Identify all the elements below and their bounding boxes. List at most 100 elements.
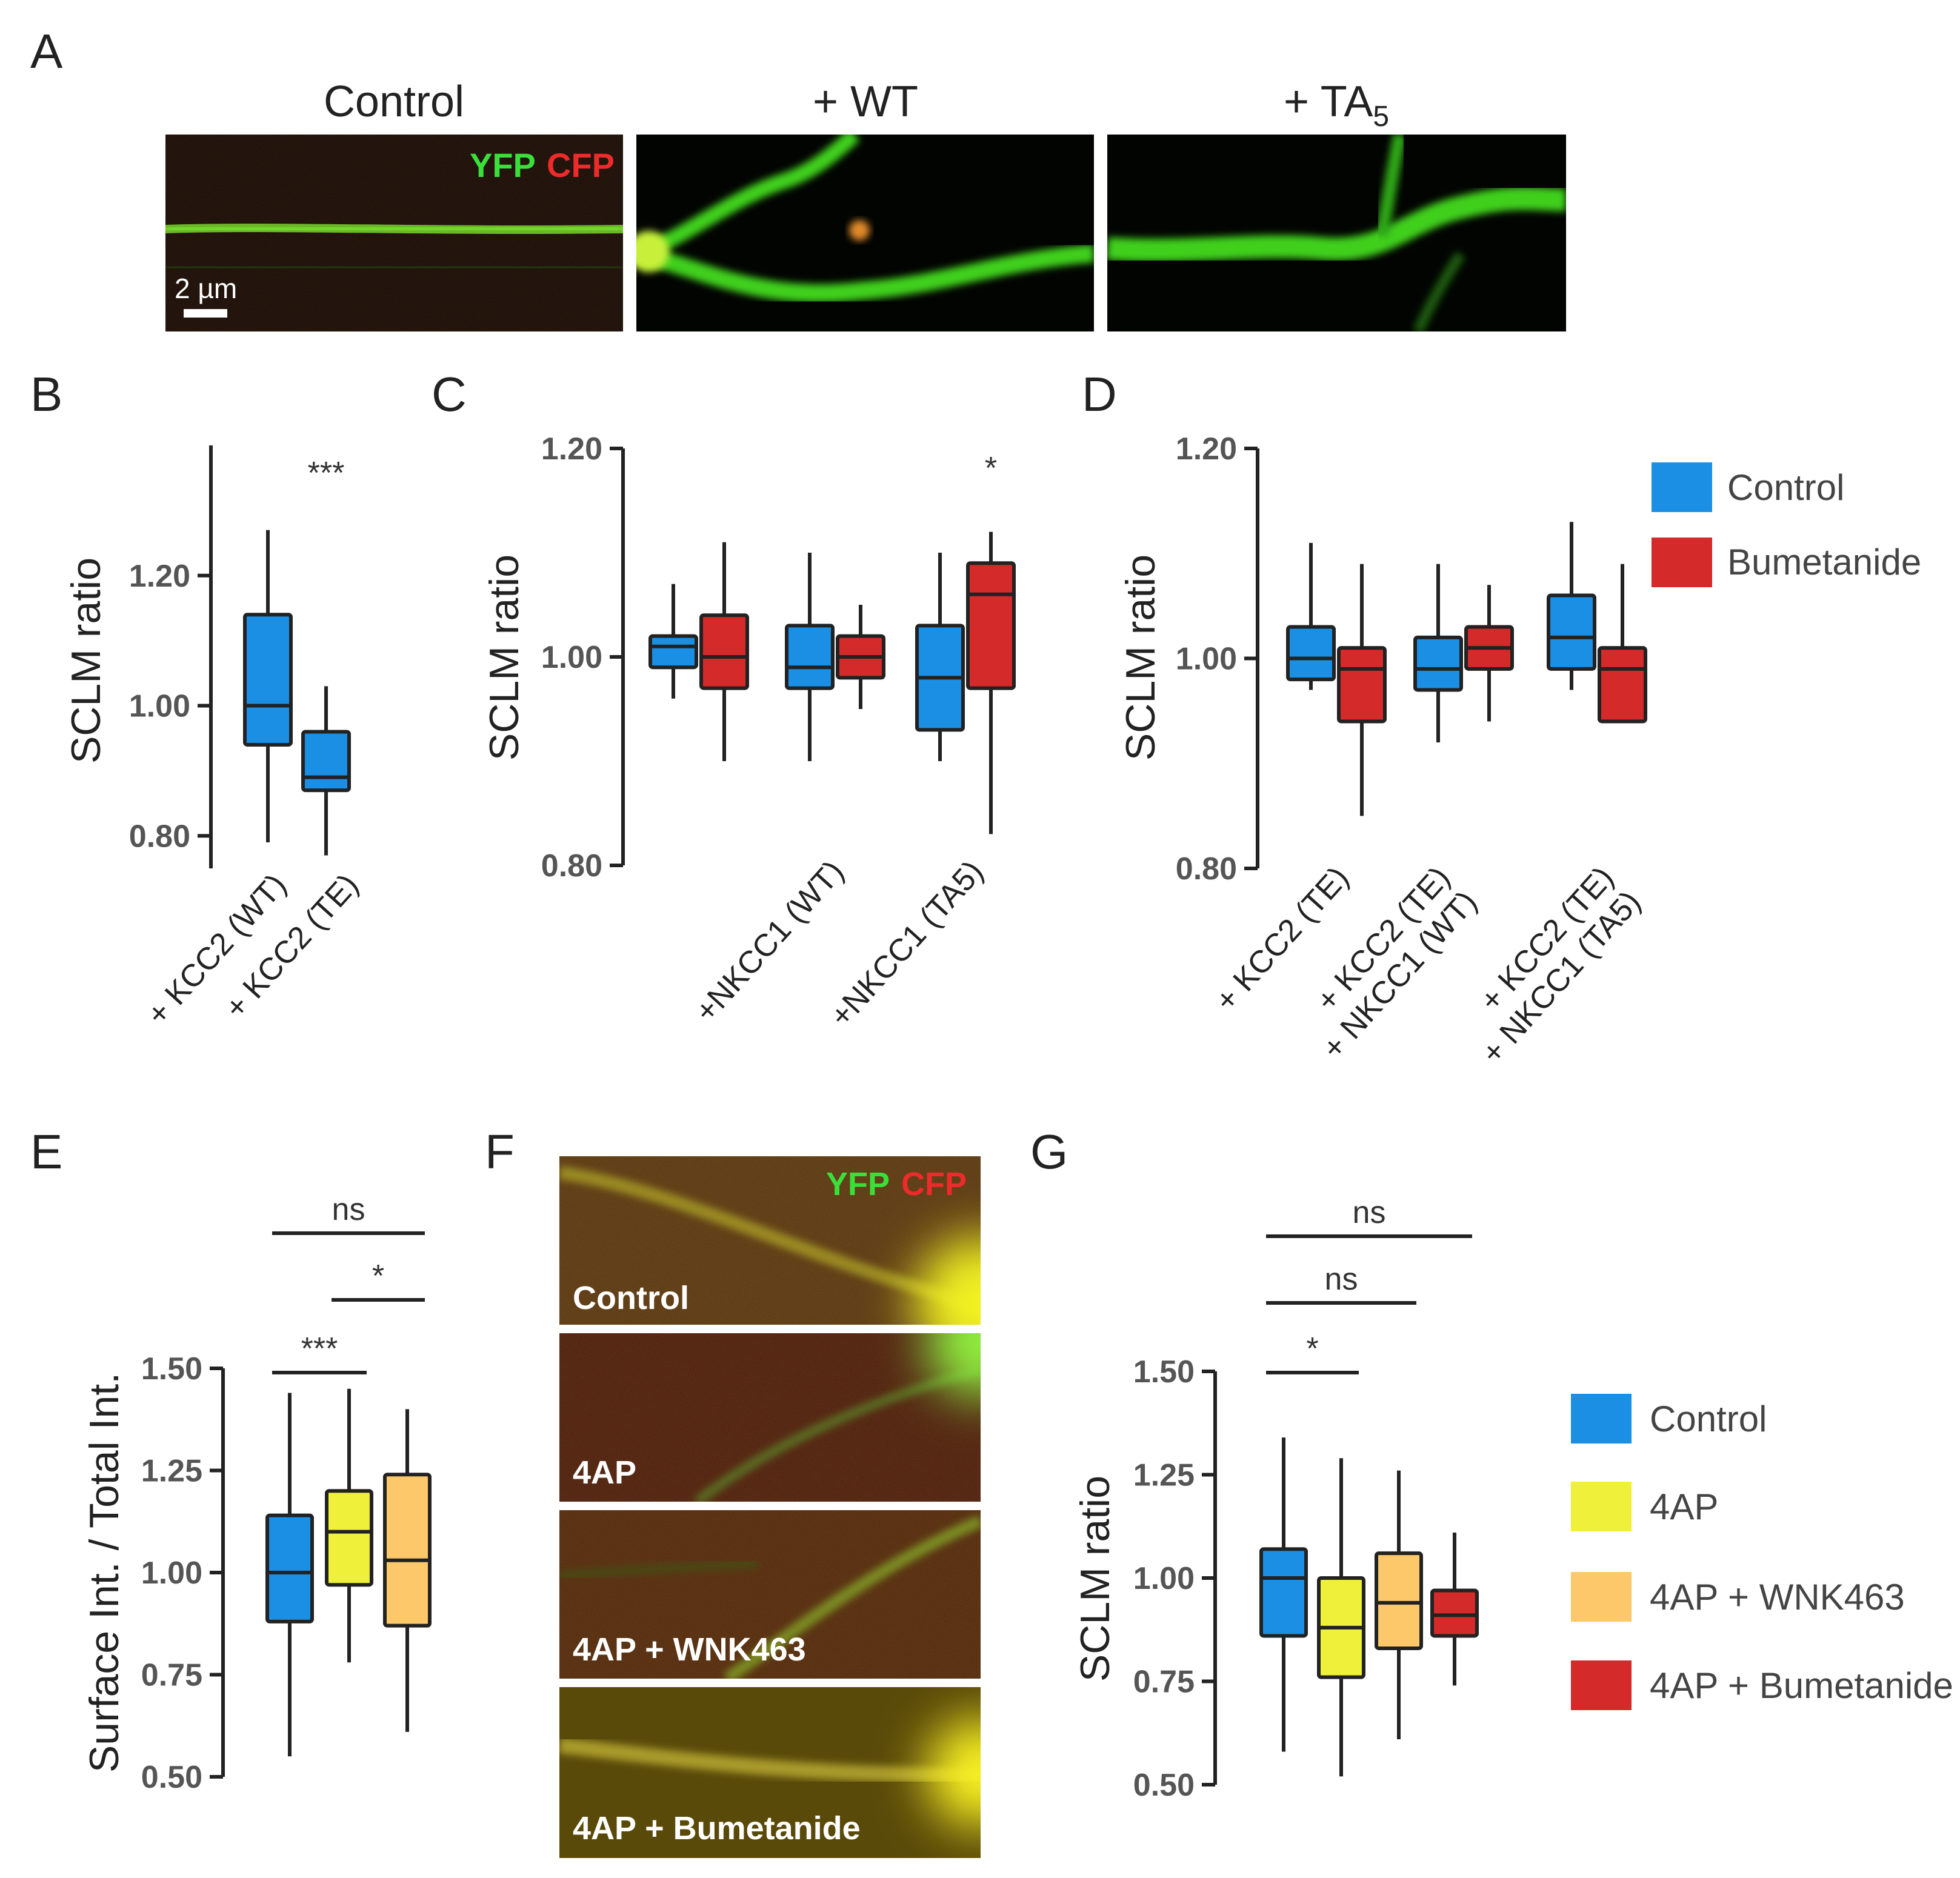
panel-g-significance-label-2: *	[1306, 1331, 1318, 1367]
dendrite-wt-upper	[636, 135, 860, 261]
panel-d-y-tick-label-0: 0.80	[1176, 851, 1237, 887]
dendrite-control-faint	[165, 261, 623, 273]
neurite-f-wnk-2	[559, 1559, 758, 1580]
panel-a-title-control: Control	[324, 78, 464, 126]
image-ta5-background	[1107, 135, 1566, 331]
panel-c-y-tick-label-2: 1.20	[541, 431, 602, 467]
panel-g-y-tick-label-4: 1.50	[1133, 1354, 1195, 1390]
panel-c-box-3	[836, 605, 885, 709]
panel-letter-b: B	[30, 367, 62, 421]
image-f-control	[559, 1156, 981, 1325]
legend-g-label-control: Control	[1650, 1399, 1767, 1439]
panel-c-category-label-1: +NKCC1 (WT)	[688, 854, 851, 1029]
panel-g-box-0	[1259, 1437, 1308, 1752]
panel-b-y-tick-label-1: 1.00	[129, 689, 190, 724]
panel-e-chart: 0.50 0.75 1.00 1.25 1.50 Surface Int. / Total…	[81, 1192, 432, 1795]
panel-c-y-label: SCLM ratio	[481, 554, 527, 761]
panel-b-y-label: SCLM ratio	[63, 558, 109, 764]
panel-b-box-1-iqr	[301, 730, 351, 793]
legend-d: Control Bumetanide	[1652, 462, 1921, 587]
panel-a-title-wt: + WT	[813, 78, 918, 126]
panel-c-box-2	[785, 553, 835, 761]
panel-c-box-0-iqr	[648, 634, 698, 670]
legend-d-swatch-control	[1652, 462, 1712, 512]
panel-d-box-3	[1464, 585, 1514, 722]
panel-e-y-tick-label-3: 1.25	[141, 1454, 202, 1489]
panel-c-y-tick-label-1: 1.00	[541, 640, 602, 675]
legend-g-swatch-4ap	[1571, 1482, 1632, 1531]
panel-e-y-tick-label-0: 0.50	[141, 1760, 202, 1795]
panel-d-box-5-iqr	[1598, 646, 1647, 724]
panel-letter-e: E	[30, 1125, 62, 1179]
panel-c-y-tick-label-0: 0.80	[541, 848, 602, 884]
panel-g-box-2	[1375, 1470, 1423, 1739]
panel-b-y-tick-label-2: 1.20	[129, 559, 190, 594]
neurite-f-bumetanide	[559, 1737, 981, 1783]
panel-c-box-0	[648, 584, 698, 699]
panel-c-category-label-1-line-0: +NKCC1 (WT)	[688, 854, 851, 1029]
soma-f-4ap	[926, 1333, 981, 1397]
legend-g-label-4ap: 4AP	[1650, 1487, 1718, 1527]
label-f-control: Control	[573, 1280, 689, 1316]
panel-d-box-2-iqr	[1413, 635, 1463, 692]
yfp-label-a: YFP	[470, 146, 536, 184]
dendrite-ta5-main	[1107, 187, 1566, 262]
panel-c-chart: 0.80 1.00 1.20 SCLM ratio +NKCC1 (WT)+NKCC1 …	[481, 431, 1016, 1034]
cfp-label-f: CFP	[901, 1166, 967, 1202]
panel-letter-g: G	[1030, 1125, 1068, 1179]
scalebar	[184, 309, 227, 318]
panel-d-y-tick-label-1: 1.00	[1176, 642, 1237, 677]
panel-d-y-tick-label-2: 1.20	[1176, 431, 1237, 467]
panel-e-box-1-iqr	[325, 1489, 373, 1587]
panel-g-significance-label-0: ns	[1353, 1195, 1386, 1230]
yfp-label-f: YFP	[826, 1166, 890, 1202]
panel-e-box-2	[383, 1409, 432, 1732]
label-f-wnk: 4AP + WNK463	[573, 1631, 806, 1668]
image-ta5	[1107, 135, 1566, 331]
panel-e-significance-label-2: ***	[301, 1331, 338, 1367]
panel-d-box-0-iqr	[1286, 625, 1336, 682]
panel-f: YFP CFP Control 4AP 4AP + WNK463 4AP + B…	[559, 1156, 981, 1858]
image-f-4ap	[559, 1333, 981, 1502]
panel-g-box-2-iqr	[1375, 1551, 1423, 1650]
image-f-bumetanide	[559, 1687, 981, 1858]
panel-d-box-5	[1598, 564, 1647, 724]
neurite-f-wnk	[724, 1515, 981, 1679]
panel-e-significance-label-0: ns	[332, 1192, 365, 1227]
scalebar-label: 2 µm	[175, 273, 237, 304]
panel-e-box-1	[325, 1388, 373, 1663]
panel-c-box-1-iqr	[699, 613, 749, 690]
panel-d-category-label-2: + KCC2 (TE)+ NKCC1 (TA5)	[1448, 860, 1648, 1071]
neurite-f-control	[559, 1166, 981, 1316]
panel-c-box-2-iqr	[785, 624, 835, 690]
dendrite-ta5-faint	[1413, 251, 1465, 331]
panel-b-y-tick-label-0: 0.80	[129, 819, 190, 854]
panel-letter-a: A	[30, 24, 63, 78]
panel-e-y-tick-label-1: 0.75	[141, 1658, 202, 1693]
panel-c-box-1	[699, 542, 749, 761]
legend-g: Control 4AP 4AP + WNK463 4AP + Bumetanid…	[1571, 1394, 1953, 1710]
panel-e-box-0	[265, 1393, 314, 1757]
legend-d-label-control: Control	[1727, 467, 1844, 508]
label-f-4ap: 4AP	[573, 1454, 636, 1491]
panel-d-y-label: SCLM ratio	[1118, 554, 1164, 761]
dendrite-control-core	[165, 224, 623, 234]
soma-f-bumetanide	[926, 1718, 981, 1827]
cfp-label-a: CFP	[547, 146, 615, 184]
panel-g-y-tick-label-0: 0.50	[1133, 1768, 1195, 1803]
legend-g-swatch-bumetanide	[1571, 1660, 1632, 1710]
panel-g-y-tick-label-3: 1.25	[1133, 1458, 1195, 1493]
panel-g-box-3-iqr	[1430, 1588, 1479, 1638]
panel-c-box-5	[966, 531, 1016, 834]
panel-g-y-label: SCLM ratio	[1072, 1476, 1118, 1682]
panel-g-box-3	[1430, 1532, 1479, 1686]
image-f-wnk	[559, 1510, 981, 1679]
legend-g-swatch-wnk	[1571, 1572, 1632, 1622]
image-wt	[636, 135, 1094, 331]
panel-c-box-4	[915, 553, 965, 761]
panel-b-box-0	[243, 530, 293, 843]
panel-c-box-5-iqr	[966, 561, 1016, 690]
